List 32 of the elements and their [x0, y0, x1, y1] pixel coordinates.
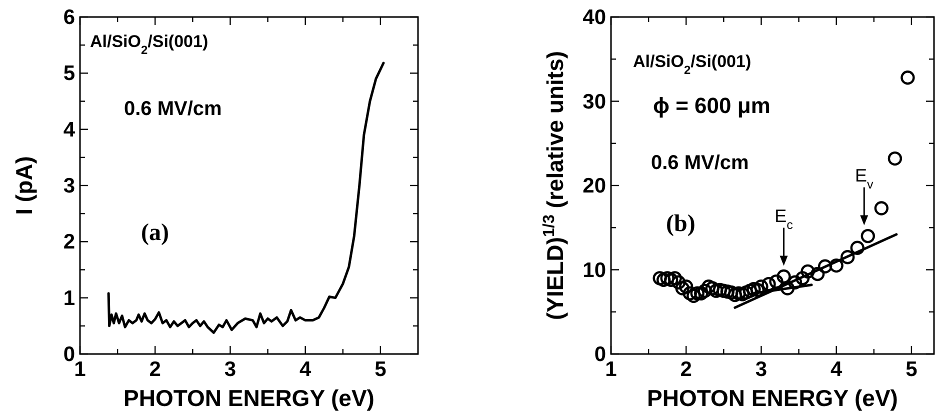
x-tick-label: 5 [906, 358, 918, 381]
y-tick-label: 3 [63, 174, 75, 198]
y-tick-label: 20 [582, 174, 606, 198]
annotation: 0.6 MV/cm [651, 152, 749, 174]
annotation: E$_{c}$ [774, 206, 793, 232]
x-tick-label: 4 [299, 358, 312, 381]
y-tick-label: 4 [63, 118, 76, 142]
annotation: (a) [141, 220, 169, 246]
y-axis-title: I (pA) [11, 156, 37, 215]
annotation: (b) [666, 211, 696, 237]
y-tick-label: 6 [63, 6, 75, 29]
x-tick-label: 3 [224, 358, 236, 381]
annotation: E$_{v}$ [854, 165, 874, 192]
y-tick-label: 40 [582, 6, 606, 29]
x-tick-label: 5 [374, 358, 387, 381]
x-tick-label: 2 [680, 358, 692, 381]
annotation: 0.6 MV/cm [124, 98, 222, 120]
x-tick-label: 2 [149, 358, 161, 381]
x-axis-title: PHOTON ENERGY (eV) [124, 385, 374, 411]
y-tick-label: 10 [582, 258, 606, 282]
y-tick-label: 0 [63, 343, 75, 366]
y-tick-label: 0 [594, 343, 606, 366]
y-tick-label: 2 [63, 230, 75, 254]
y-tick-label: 5 [63, 62, 76, 86]
x-tick-label: 4 [830, 358, 843, 381]
x-axis-title: PHOTON ENERGY (eV) [647, 385, 898, 411]
y-tick-label: 30 [582, 90, 606, 114]
annotation: Al/SiO$_{2}$/Si(001) [633, 52, 752, 77]
x-tick-label: 3 [755, 358, 768, 381]
annotation: Al/SiO$_{2}$/Si(001) [90, 32, 208, 57]
annotation: ϕ = 600 μm [653, 93, 770, 118]
y-tick-label: 1 [63, 286, 76, 310]
